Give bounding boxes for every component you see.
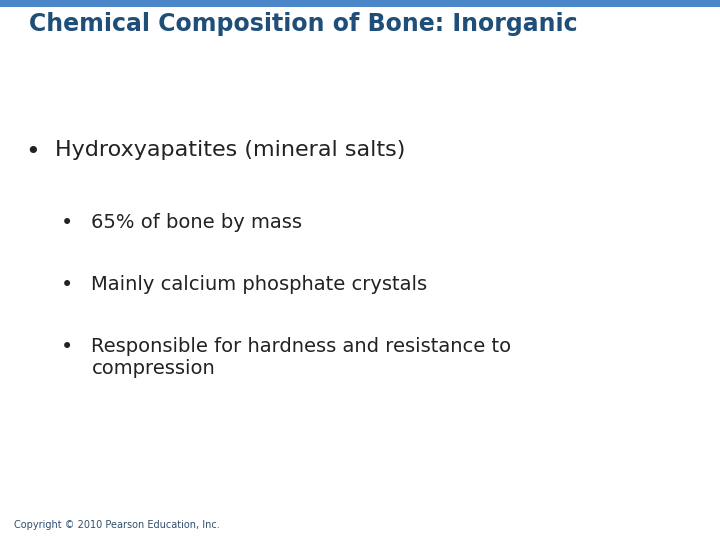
Text: •: • — [25, 140, 40, 164]
Text: Hydroxyapatites (mineral salts): Hydroxyapatites (mineral salts) — [55, 140, 406, 160]
Text: Copyright © 2010 Pearson Education, Inc.: Copyright © 2010 Pearson Education, Inc. — [14, 520, 220, 530]
Text: Responsible for hardness and resistance to
compression: Responsible for hardness and resistance … — [91, 338, 512, 379]
FancyBboxPatch shape — [0, 0, 720, 7]
Text: Mainly calcium phosphate crystals: Mainly calcium phosphate crystals — [91, 275, 428, 294]
Text: •: • — [61, 275, 73, 295]
Text: Chemical Composition of Bone: Inorganic: Chemical Composition of Bone: Inorganic — [29, 12, 577, 36]
Text: •: • — [61, 213, 73, 233]
Text: •: • — [61, 338, 73, 357]
Text: 65% of bone by mass: 65% of bone by mass — [91, 213, 302, 232]
